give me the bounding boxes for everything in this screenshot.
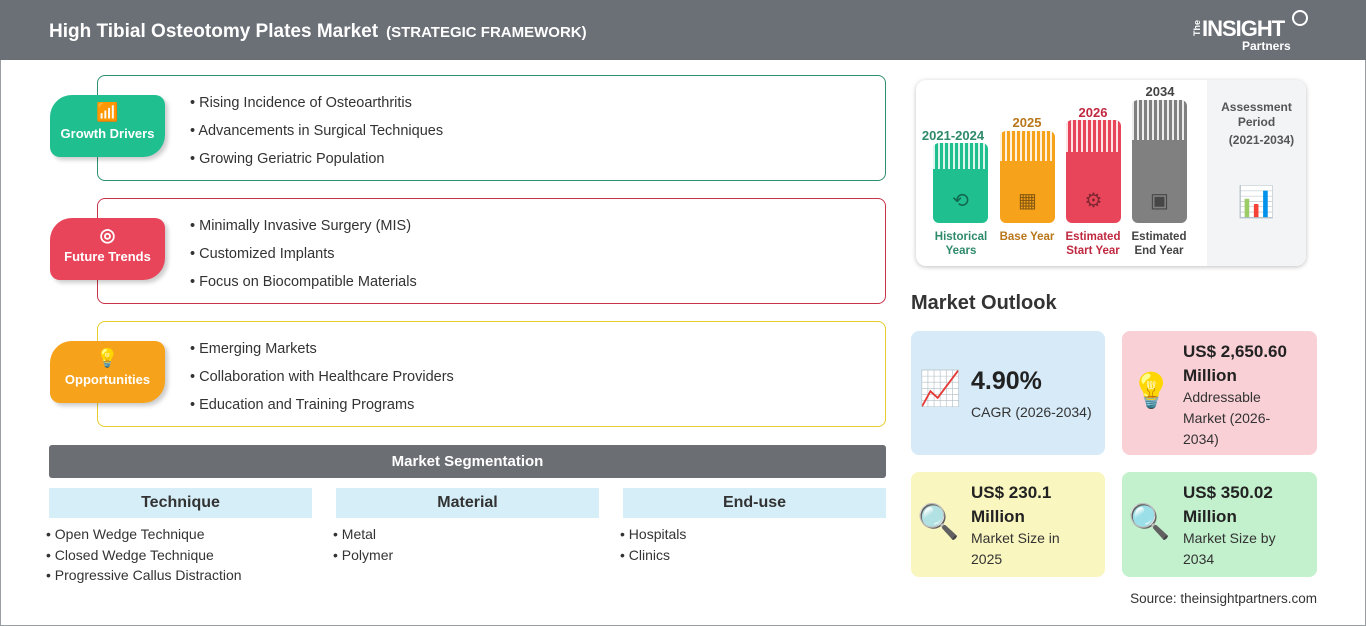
- period-year: 2034: [1145, 84, 1175, 99]
- segmentation-title: Market Segmentation: [49, 445, 886, 478]
- list-item: Collaboration with Healthcare Providers: [190, 369, 454, 385]
- growth-chart-icon: 📈: [919, 370, 962, 408]
- segment-header-material: Material: [336, 488, 599, 518]
- period-bar-historical: ⟲: [933, 143, 988, 223]
- history-icon: ⟲: [952, 190, 969, 212]
- future-trends-badge: ◎ Future Trends: [50, 218, 165, 280]
- segment-item: Closed Wedge Technique: [46, 547, 214, 563]
- title-text: High Tibial Osteotomy Plates Market: [49, 21, 379, 42]
- period-bar-start: ⚙: [1066, 120, 1121, 223]
- badge-label: Growth Drivers: [60, 126, 155, 141]
- period-year: 2025: [1012, 115, 1042, 130]
- size-2025-label: Market Size in 2025: [971, 530, 1060, 567]
- opportunities-badge: 💡 Opportunities: [50, 341, 165, 403]
- segment-header-technique: Technique: [49, 488, 312, 518]
- list-item: Growing Geriatric Population: [190, 151, 384, 167]
- cagr-value: 4.90%: [971, 367, 1042, 395]
- growth-chart-icon: 📶: [96, 102, 119, 122]
- dollar-bulb-icon: 💡: [1130, 372, 1173, 410]
- size-2034-label: Market Size by 2034: [1183, 530, 1276, 567]
- assessment-title: Assessment Period: [1221, 100, 1292, 129]
- analytics-illustration-icon: 📊: [1237, 186, 1276, 219]
- source-text: Source: theinsightpartners.com: [1130, 591, 1317, 606]
- cagr-card: 📈 4.90% CAGR (2026-2034): [911, 331, 1105, 455]
- addressable-value: US$ 2,650.60 Million: [1183, 342, 1287, 385]
- period-year: 2021-2024: [921, 128, 985, 143]
- segment-item: Open Wedge Technique: [46, 526, 205, 542]
- period-label: Estimated Start Year: [1065, 231, 1121, 257]
- magnifier-chart-icon: 🔍: [917, 503, 960, 541]
- segment-item: Progressive Callus Distraction: [46, 567, 242, 583]
- period-bar-end: ▣: [1132, 100, 1187, 223]
- period-label: Base Year: [999, 231, 1055, 243]
- market-size-2034-card: 🔍 US$ 350.02 Million Market Size by 2034: [1122, 472, 1317, 577]
- monitor-gear-icon: ⚙: [1084, 190, 1103, 212]
- page-title: High Tibial Osteotomy Plates Market (STRA…: [49, 21, 587, 43]
- market-size-2025-card: 🔍 US$ 230.1 Million Market Size in 2025: [911, 472, 1105, 577]
- assessment-range: (2021-2034): [1228, 133, 1295, 147]
- timeline-card: 2021-2024 ⟲ Historical Years 2025 ▦ Base…: [916, 80, 1306, 266]
- badge-label: Opportunities: [64, 372, 151, 387]
- addressable-market-card: 💡 US$ 2,650.60 Million Addressable Marke…: [1122, 331, 1317, 455]
- target-icon: ◎: [99, 225, 116, 245]
- list-item: Advancements in Surgical Techniques: [190, 123, 443, 139]
- segment-item: Clinics: [620, 547, 670, 563]
- period-label: Estimated End Year: [1131, 231, 1187, 257]
- size-2025-value: US$ 230.1 Million: [971, 483, 1052, 526]
- list-item: Customized Implants: [190, 246, 334, 262]
- magnifier-chart-icon: 🔍: [1128, 503, 1171, 541]
- list-item: Focus on Biocompatible Materials: [190, 274, 417, 290]
- list-item: Rising Incidence of Osteoarthritis: [190, 95, 412, 111]
- period-label: Historical Years: [934, 231, 988, 257]
- size-2034-value: US$ 350.02 Million: [1183, 483, 1273, 526]
- market-outlook-title: Market Outlook: [911, 292, 1057, 314]
- cagr-label: CAGR (2026-2034): [971, 404, 1092, 420]
- badge-label: Future Trends: [64, 249, 151, 264]
- list-item: Education and Training Programs: [190, 397, 414, 413]
- header-bar: High Tibial Osteotomy Plates Market (STRA…: [0, 0, 1366, 60]
- growth-drivers-badge: 📶 Growth Drivers: [50, 95, 165, 157]
- assessment-panel: Assessment Period (2021-2034) 📊: [1207, 80, 1306, 266]
- period-bar-base: ▦: [1000, 131, 1055, 223]
- title-subtitle: (STRATEGIC FRAMEWORK): [386, 24, 587, 41]
- list-item: Emerging Markets: [190, 341, 317, 357]
- calendar-icon: ▦: [1018, 190, 1037, 212]
- segment-item: Polymer: [333, 547, 393, 563]
- segment-header-end-use: End-use: [623, 488, 886, 518]
- period-year: 2026: [1078, 105, 1108, 120]
- presentation-icon: ▣: [1150, 190, 1169, 212]
- insight-partners-logo: The INSIGHT Partners: [1192, 10, 1312, 54]
- addressable-label: Addressable Market (2026-2034): [1183, 389, 1271, 447]
- lightbulb-hand-icon: 💡: [96, 348, 119, 368]
- segment-item: Hospitals: [620, 526, 687, 542]
- segment-item: Metal: [333, 526, 376, 542]
- list-item: Minimally Invasive Surgery (MIS): [190, 218, 411, 234]
